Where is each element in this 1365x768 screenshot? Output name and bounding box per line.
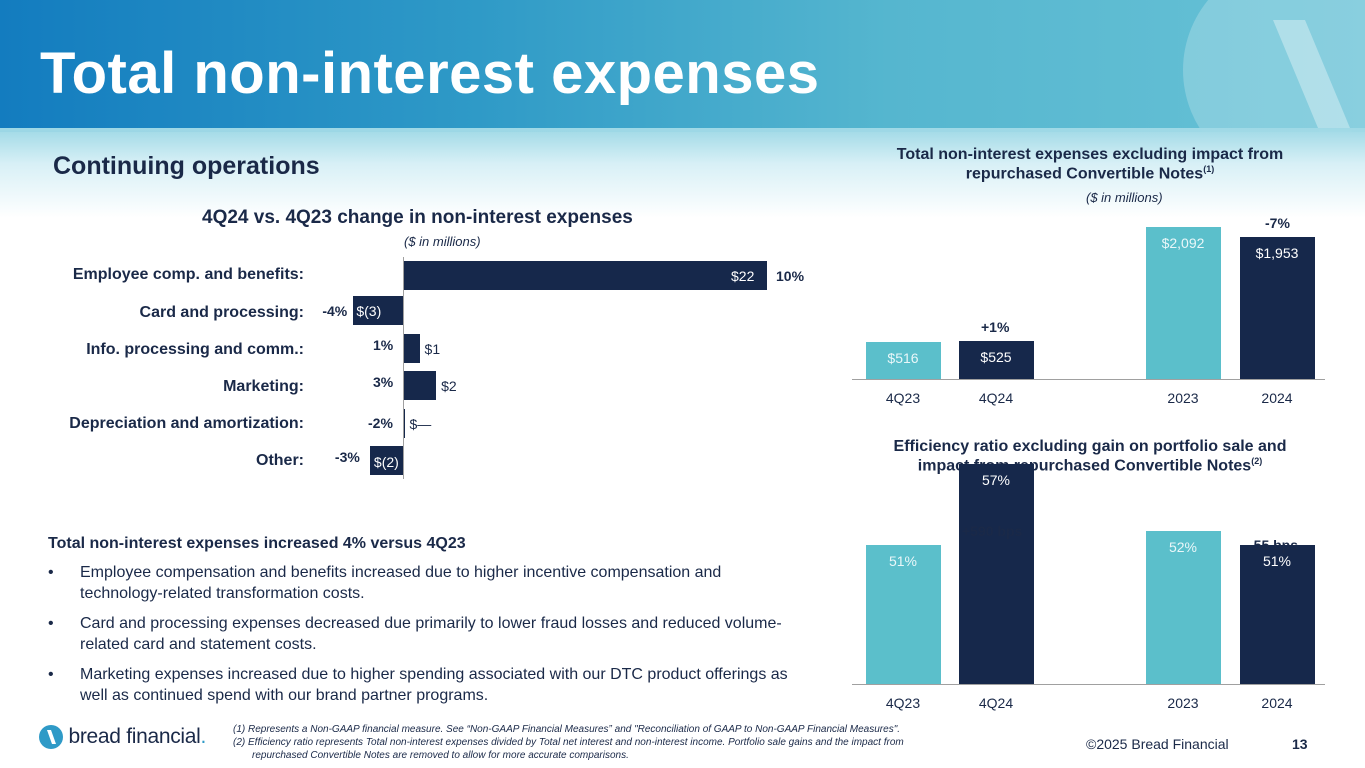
copyright: ©2025 Bread Financial — [1086, 736, 1229, 752]
commentary: Total non-interest expenses increased 4%… — [48, 533, 788, 715]
efficiency-value-label: 52% — [1168, 539, 1198, 556]
waterfall-value-label: $1 — [424, 341, 441, 357]
bread-financial-logo: bread financial. — [38, 724, 206, 750]
waterfall-value-label: $22 — [731, 268, 755, 284]
page-title: Total non-interest expenses — [40, 41, 820, 106]
totals-value-label: $2,092 — [1161, 235, 1205, 251]
waterfall-value-label: $(3) — [356, 303, 382, 319]
header-banner: Total non-interest expenses — [0, 0, 1365, 132]
totals-category-label: 2023 — [1167, 390, 1199, 406]
cat-label-employee: Employee comp. and benefits: — [72, 266, 304, 283]
footnote-2-cont: repurchased Convertible Notes are remove… — [252, 750, 629, 761]
efficiency-bar — [1145, 531, 1221, 684]
waterfall-bar — [403, 371, 437, 400]
totals-axis — [852, 379, 1325, 380]
cat-label-marketing: Marketing: — [223, 378, 304, 395]
efficiency-category-label: 4Q24 — [978, 695, 1014, 711]
cat-label-info: Info. processing and comm.: — [86, 341, 304, 358]
waterfall-pct-label: 1% — [373, 337, 394, 353]
commentary-item: • Card and processing expenses decreased … — [48, 615, 782, 653]
waterfall-value-label: $(2) — [373, 454, 399, 470]
cat-label-other: Other: — [256, 452, 304, 469]
totals-value-label: $525 — [980, 348, 1012, 365]
waterfall-bar — [403, 334, 420, 363]
waterfall-pct-label: -3% — [334, 449, 360, 465]
waterfall-title: 4Q24 vs. 4Q23 change in non-interest exp… — [202, 207, 633, 228]
totals-value-label: $516 — [887, 349, 919, 366]
section-label: Continuing operations — [53, 152, 320, 180]
brand-watermark-icon — [1183, 0, 1365, 132]
header-fade — [0, 128, 1365, 218]
totals-bar — [1145, 227, 1221, 379]
waterfall-pct-label: -4% — [322, 303, 348, 319]
waterfall-pct-label: -2% — [368, 415, 393, 431]
footnote-2: (2) Efficiency ratio represents Total no… — [233, 737, 904, 748]
efficiency-axis — [852, 684, 1325, 685]
efficiency-category-label: 2023 — [1167, 695, 1199, 711]
efficiency-bar — [1239, 544, 1315, 684]
totals-bar — [958, 340, 1034, 379]
commentary-item: • Employee compensation and benefits incr… — [48, 564, 722, 602]
right-top-title: Total non-interest expenses excluding im… — [896, 146, 1284, 183]
totals-annotation-quarter: +1% — [981, 319, 1010, 335]
efficiency-value-label: 57% — [981, 471, 1011, 488]
waterfall-value-label: $— — [409, 416, 432, 432]
commentary-item: • Marketing expenses increased due to hig… — [48, 666, 788, 704]
waterfall-bar — [353, 296, 403, 325]
efficiency-category-label: 2024 — [1261, 695, 1293, 711]
page-number: 13 — [1292, 736, 1308, 752]
efficiency-value-label: 51% — [888, 552, 918, 569]
footnote-1: (1) Represents a Non-GAAP financial meas… — [233, 724, 901, 735]
efficiency-annotation-year: -55 bps — [1249, 537, 1299, 553]
efficiency-value-label: 51% — [1262, 552, 1292, 569]
waterfall-units: ($ in millions) — [404, 234, 481, 249]
totals-category-label: 4Q24 — [978, 390, 1014, 406]
waterfall-bar — [369, 446, 403, 475]
totals-value-label: $1,953 — [1255, 245, 1299, 262]
waterfall-pct-label: 3% — [373, 374, 394, 390]
bread-logo-icon — [39, 725, 63, 749]
totals-bar — [1239, 237, 1315, 379]
waterfall-value-label: $2 — [441, 378, 457, 394]
waterfall-baseline — [403, 257, 404, 479]
cat-label-depreciation: Depreciation and amortization: — [69, 415, 304, 432]
waterfall-pct-label: 10% — [776, 268, 805, 284]
efficiency-annotation-quarter: +590 bps — [962, 523, 1023, 539]
totals-annotation-year: -7% — [1265, 215, 1290, 231]
cat-label-card: Card and processing: — [139, 304, 304, 321]
commentary-lead: Total non-interest expenses increased 4%… — [48, 535, 466, 552]
efficiency-bar — [958, 463, 1034, 684]
logo-dot: . — [200, 725, 207, 748]
right-top-units: ($ in millions) — [1086, 190, 1163, 205]
right-bottom-title: Efficiency ratio excluding gain on portf… — [893, 438, 1287, 475]
totals-category-label: 4Q23 — [885, 390, 921, 406]
efficiency-category-label: 4Q23 — [885, 695, 921, 711]
logo-text: bread financial — [68, 725, 201, 748]
waterfall-bar — [403, 261, 767, 290]
totals-bar — [865, 341, 941, 379]
efficiency-bar — [865, 544, 941, 684]
totals-category-label: 2024 — [1261, 390, 1293, 406]
